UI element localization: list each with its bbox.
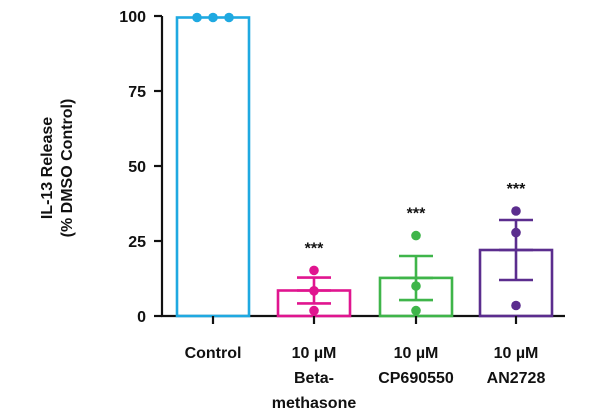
bar-group: *** (276, 240, 352, 324)
data-point (192, 12, 202, 23)
axes: 0 25 50 75 100 (119, 9, 565, 326)
data-point (411, 281, 421, 291)
y-tick-label: 100 (119, 9, 146, 26)
data-point (309, 265, 319, 276)
data-point (511, 227, 521, 238)
data-point (511, 206, 521, 216)
significance-label: *** (507, 181, 526, 198)
y-axis-label: IL-13 Release (% DMSO Control) (39, 99, 76, 238)
data-point (411, 230, 421, 241)
y-tick-label: 25 (128, 234, 146, 251)
bar-group (175, 12, 251, 324)
category-label-line: 10 µM (494, 345, 539, 362)
bar-group: *** (478, 181, 554, 324)
bar (175, 16, 251, 318)
y-axis-label-line-1: IL-13 Release (39, 117, 56, 219)
x-axis-labels: Control 10 µM Beta-methasone 10 µM CP690550 1… (185, 345, 546, 412)
y-axis-label-line-2: (% DMSO Control) (59, 99, 76, 238)
category-label-line: 10 µM (292, 345, 337, 362)
category-label-line: 10 µM (394, 345, 439, 362)
y-tick-label: 50 (128, 159, 146, 176)
data-point (208, 12, 218, 23)
data-point (309, 286, 319, 296)
category-label-line: Beta- (294, 370, 334, 387)
bars: *** *** *** (175, 12, 554, 324)
data-point (224, 12, 234, 23)
bar-group: *** (378, 206, 454, 324)
category-label-line: methasone (272, 395, 357, 412)
data-point (411, 305, 421, 316)
y-tick-label: 75 (128, 84, 146, 101)
data-point (309, 305, 319, 316)
category-label-line: Control (185, 345, 242, 362)
category-label-line: CP690550 (378, 370, 454, 387)
significance-label: *** (305, 240, 324, 257)
y-tick-label: 0 (137, 309, 146, 326)
category-label-line: AN2728 (487, 370, 546, 387)
significance-label: *** (407, 206, 426, 223)
data-point (511, 300, 521, 311)
